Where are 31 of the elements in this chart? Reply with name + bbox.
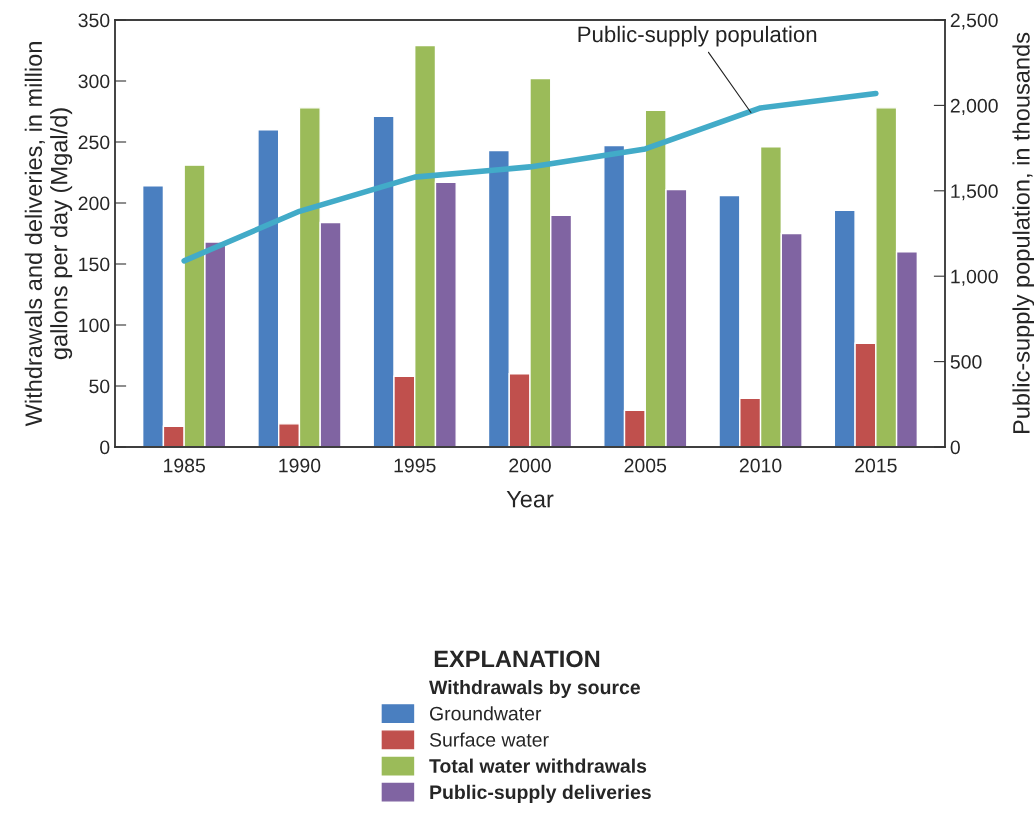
y-tick-label: 0 [100,440,110,455]
y-tick-label: 50 [89,379,110,394]
y-tick-label: 150 [79,257,110,272]
x-tick-label: 2015 [855,458,897,473]
y2-tick-label: 500 [950,355,982,369]
y2-tick-label: 2,500 [950,13,998,30]
y2-tick-label: 2,000 [950,98,998,115]
text: Public-supply population [578,25,817,47]
x-axis-title: Year [506,490,554,508]
y2-tick-label: 1,000 [951,269,998,286]
text: Withdrawals by source [429,679,640,699]
y-tick-label: 200 [78,196,110,211]
y-tick-label: 100 [79,318,110,333]
x-tick-label: 2005 [624,458,667,473]
legend-label: Surface water [429,732,549,747]
legend-title: EXPLANATION [434,650,600,668]
y-axis-title: Withdrawals and deliveries, in million gallons per day (Mgal/d) [24,42,73,427]
y-tick-label: 250 [78,135,110,150]
y-tick-label: 300 [78,74,110,89]
y2-axis-title: Public-supply population, in thousands [1012,32,1034,434]
y-tick-label: 350 [78,13,110,28]
x-tick-label: 2010 [739,458,782,473]
x-tick-label: 2000 [509,458,551,473]
y2-tick-label: 1,500 [951,184,998,201]
y2-tick-label: 0 [950,440,960,455]
legend-label: Total water withdrawals [429,758,647,773]
x-tick-label: 1985 [164,458,205,473]
legend-label: Public-supply deliveries [430,784,651,803]
legend-label: Groundwater [430,706,542,721]
x-tick-label: 1990 [279,458,321,473]
x-tick-label: 1995 [394,458,436,473]
